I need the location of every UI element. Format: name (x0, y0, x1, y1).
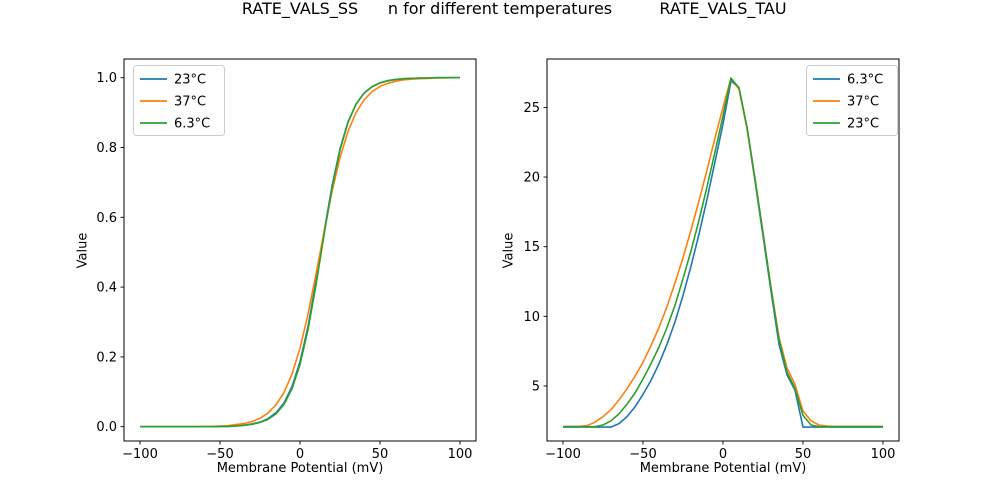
legend-label: 6.3°C (847, 73, 883, 88)
x-tick-label: 0 (296, 447, 304, 462)
y-axis-label-tau: Value (501, 232, 517, 269)
legend-label: 37°C (847, 95, 879, 110)
legend: 23°C 37°C 6.3°C (133, 65, 225, 136)
y-tick-label: 20 (523, 171, 540, 186)
series-line-6.3°C (140, 76, 460, 428)
y-tick-label: 0.4 (96, 281, 117, 296)
subplot-rate_vals_tau: −100 −50 0 50 100 5 10 15 20 25 6.3°C 37°C 23°C (523, 58, 900, 462)
y-tick-label: 0.6 (96, 211, 117, 226)
x-tick-label: 100 (871, 447, 896, 462)
y-tick-label: 0.2 (96, 350, 117, 365)
legend-label: 23°C (847, 117, 879, 132)
legend-label: 6.3°C (174, 117, 210, 132)
x-tick-label: 50 (372, 447, 389, 462)
figure-suptitle: n for different temperatures (387, 0, 613, 18)
subplot-rate_vals_ss: −100 −50 0 50 100 0.0 0.2 0.4 0.6 0.8 1.0 23°C 37°C 6… (96, 58, 477, 462)
subplot-title-ss: RATE_VALS_SS (241, 0, 359, 18)
legend-box (133, 65, 225, 136)
legend: 6.3°C 37°C 23°C (806, 65, 898, 136)
x-axis-label-ss: Membrane Potential (mV) (216, 461, 384, 476)
y-tick-label: 5 (532, 380, 540, 395)
y-tick-label: 15 (523, 240, 540, 255)
x-tick-label: −50 (629, 447, 656, 462)
y-tick-label: 1.0 (96, 71, 117, 86)
x-tick-label: −100 (545, 447, 581, 462)
y-axis-label-ss: Value (75, 232, 91, 269)
y-tick-label: 0.0 (96, 420, 117, 435)
y-tick-label: 25 (523, 101, 540, 116)
x-tick-label: −50 (206, 447, 233, 462)
legend-box (806, 65, 898, 136)
series-line-23°C (563, 77, 883, 428)
y-tick-label: 10 (523, 310, 540, 325)
y-tick-label: 0.8 (96, 141, 117, 156)
x-axis-label-tau: Membrane Potential (mV) (639, 461, 807, 476)
x-tick-label: 0 (719, 447, 727, 462)
x-tick-label: −100 (122, 447, 158, 462)
legend-label: 23°C (174, 73, 206, 88)
x-tick-label: 50 (795, 447, 812, 462)
x-tick-label: 100 (448, 447, 473, 462)
legend-label: 37°C (174, 95, 206, 110)
subplot-title-tau: RATE_VALS_TAU (659, 0, 787, 18)
